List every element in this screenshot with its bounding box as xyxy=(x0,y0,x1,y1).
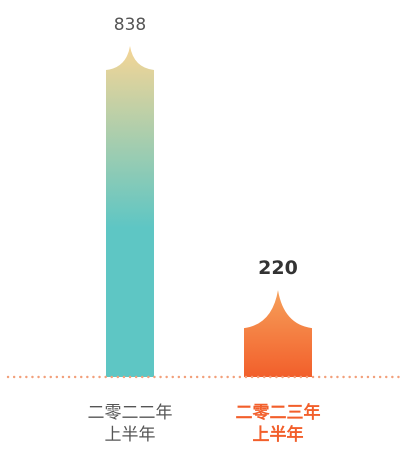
category-label-2: 二零二三年 上半年 xyxy=(235,403,321,445)
category-label-1: 二零二二年 上半年 xyxy=(87,403,173,445)
bar-1 xyxy=(106,46,154,377)
bar-2 xyxy=(244,290,312,377)
value-label-1: 838 xyxy=(114,15,146,35)
value-label-2: 220 xyxy=(258,257,298,279)
